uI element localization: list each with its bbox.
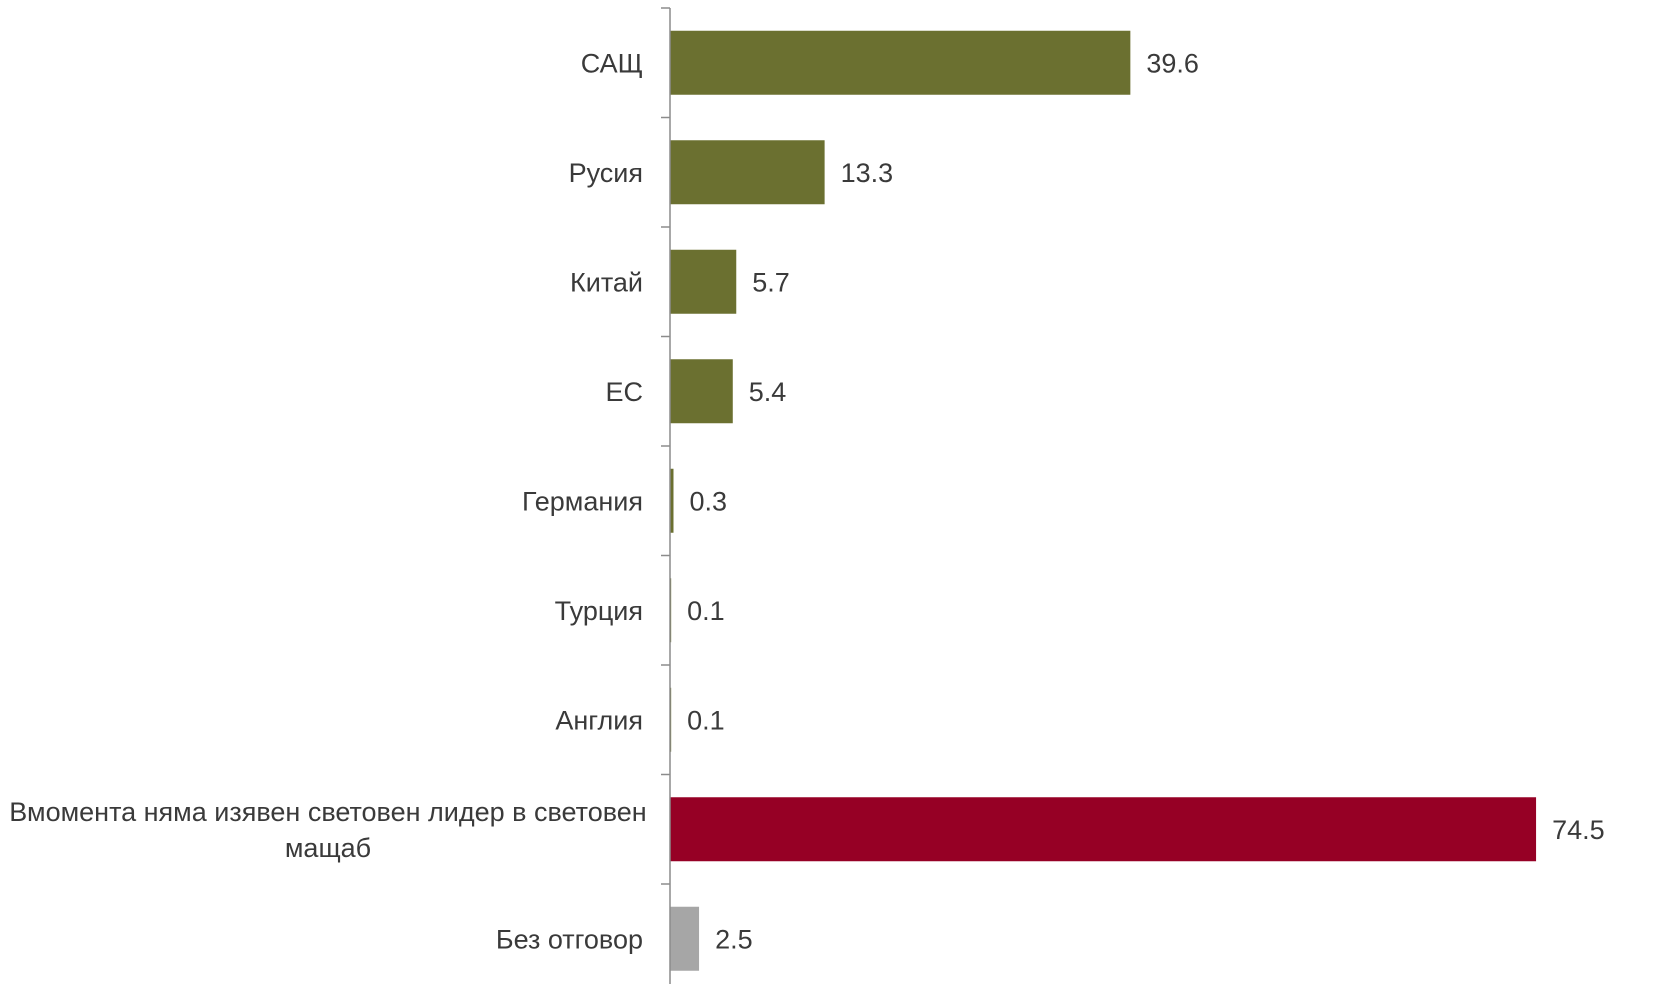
category-label-line: Англия bbox=[555, 705, 643, 735]
category-label-line: мащаб bbox=[285, 833, 371, 863]
category-label: Вмомента няма изявен световен лидер в св… bbox=[9, 797, 646, 863]
value-label: 2.5 bbox=[715, 924, 753, 954]
value-label: 0.1 bbox=[687, 596, 725, 626]
category-label-line: Германия bbox=[522, 486, 643, 516]
category-label: Без отговор bbox=[496, 924, 643, 954]
category-labels: САЩ Русия Китай ЕС Германия Турция Англия Вмоме… bbox=[9, 48, 646, 954]
bars-layer bbox=[670, 30, 1537, 971]
value-label: 13.3 bbox=[841, 158, 894, 188]
value-label: 74.5 bbox=[1552, 815, 1605, 845]
category-label: Турция bbox=[555, 596, 643, 626]
bar bbox=[670, 906, 700, 971]
value-label: 0.1 bbox=[687, 705, 725, 735]
bar bbox=[670, 468, 674, 533]
category-label-line: Турция bbox=[555, 596, 643, 626]
category-label: САЩ bbox=[581, 48, 643, 78]
category-label-line: ЕС bbox=[605, 377, 643, 407]
value-label: 5.7 bbox=[752, 267, 790, 297]
bar bbox=[670, 140, 825, 205]
bar bbox=[670, 30, 1131, 95]
category-label-line: Русия bbox=[569, 158, 643, 188]
category-label-line: САЩ bbox=[581, 48, 643, 78]
category-label-line: Без отговор bbox=[496, 924, 643, 954]
category-label: Китай bbox=[570, 267, 643, 297]
category-label-line: Вмомента няма изявен световен лидер в св… bbox=[9, 797, 646, 827]
bar bbox=[670, 359, 733, 424]
bar bbox=[670, 797, 1537, 862]
y-axis bbox=[661, 7, 671, 989]
category-label: Германия bbox=[522, 486, 643, 516]
category-label: Англия bbox=[555, 705, 643, 735]
value-labels: 39.6 13.3 5.7 5.4 0.3 0.1 0.1 74.5 2.5 bbox=[687, 48, 1604, 954]
value-label: 5.4 bbox=[749, 377, 787, 407]
category-label: ЕС bbox=[605, 377, 643, 407]
value-label: 39.6 bbox=[1146, 48, 1199, 78]
bar bbox=[670, 249, 737, 314]
category-label-line: Китай bbox=[570, 267, 643, 297]
value-label: 0.3 bbox=[689, 486, 727, 516]
category-label: Русия bbox=[569, 158, 643, 188]
